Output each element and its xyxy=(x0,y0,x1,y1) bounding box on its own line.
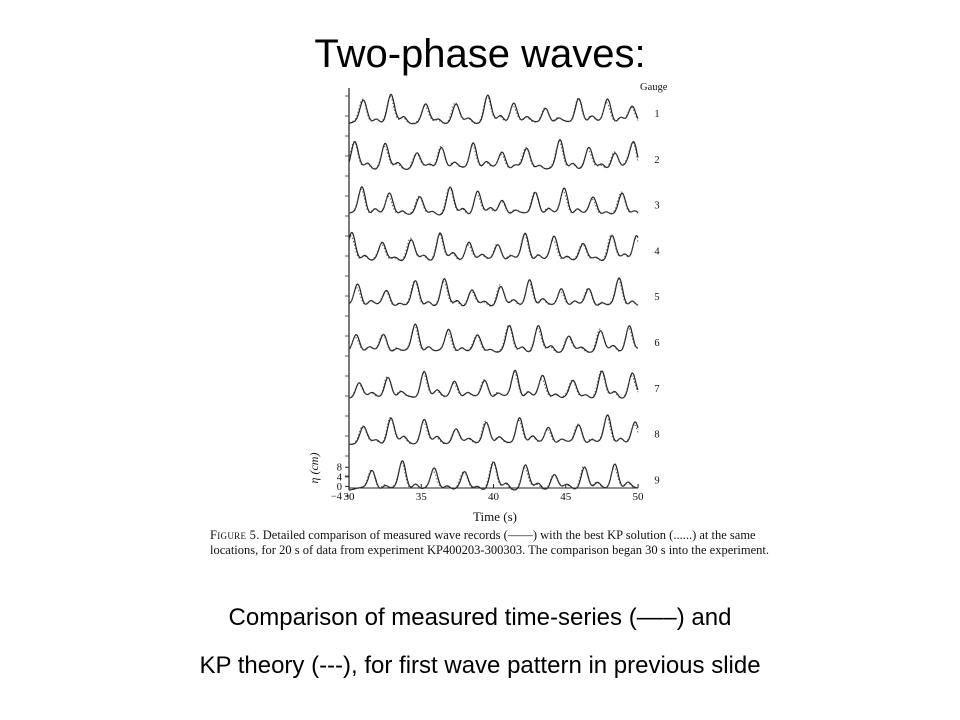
gauge-label: 7 xyxy=(654,384,659,395)
y-tick-label: −4 xyxy=(331,492,343,503)
gauge-label: 8 xyxy=(654,430,659,441)
y-tick-label: 0 xyxy=(337,482,342,493)
x-tick-label: 30 xyxy=(344,491,356,503)
gauge-label: 9 xyxy=(654,475,659,486)
y-axis-label: η (cm) xyxy=(307,453,321,484)
kp-solution-trace-gauge-8 xyxy=(348,416,639,445)
gauge-label: 1 xyxy=(654,109,659,120)
figure-caption-label: Figure 5. xyxy=(210,528,260,542)
measured-trace-gauge-6 xyxy=(348,323,639,353)
x-tick-label: 50 xyxy=(633,491,645,503)
slide-title: Two-phase waves: xyxy=(314,32,646,76)
y-tick-label: 4 xyxy=(337,472,343,483)
measured-trace-gauge-7 xyxy=(349,369,639,399)
x-tick-label: 40 xyxy=(488,491,500,503)
gauge-label: 3 xyxy=(654,201,659,212)
slide-subtitle-line-1: Comparison of measured time-series (–––)… xyxy=(228,604,732,631)
gauge-label: 5 xyxy=(654,292,659,303)
measured-trace-gauge-1 xyxy=(348,93,639,125)
x-tick-label: 45 xyxy=(560,491,572,503)
measured-trace-gauge-5 xyxy=(348,277,639,307)
measured-trace-gauge-3 xyxy=(348,186,639,216)
kp-solution-trace-gauge-6 xyxy=(348,324,639,353)
kp-solution-trace-gauge-1 xyxy=(348,95,639,124)
kp-solution-trace-gauge-7 xyxy=(348,370,639,399)
measured-trace-gauge-4 xyxy=(348,231,639,262)
kp-solution-trace-gauge-5 xyxy=(348,278,639,307)
y-tick-label: 8 xyxy=(337,463,342,474)
kp-solution-trace-gauge-2 xyxy=(348,140,639,170)
axes xyxy=(345,88,639,497)
figure-caption: Figure 5. Detailed comparison of measure… xyxy=(210,528,790,558)
kp-solution-trace-gauge-9 xyxy=(348,461,639,491)
kp-solution-trace-gauge-4 xyxy=(348,233,639,261)
wave-traces xyxy=(348,93,639,491)
figure-caption-text: Detailed comparison of measured wave rec… xyxy=(210,528,770,557)
gauge-label: 6 xyxy=(654,338,659,349)
gauge-header: Gauge xyxy=(640,82,668,93)
slide-subtitle-line-2: KP theory (---), for first wave pattern … xyxy=(199,652,761,679)
x-tick-label: 35 xyxy=(416,491,428,503)
x-axis-label: Time (s) xyxy=(473,509,517,524)
gauge-label: 2 xyxy=(654,155,659,166)
gauge-label: 4 xyxy=(654,246,660,257)
